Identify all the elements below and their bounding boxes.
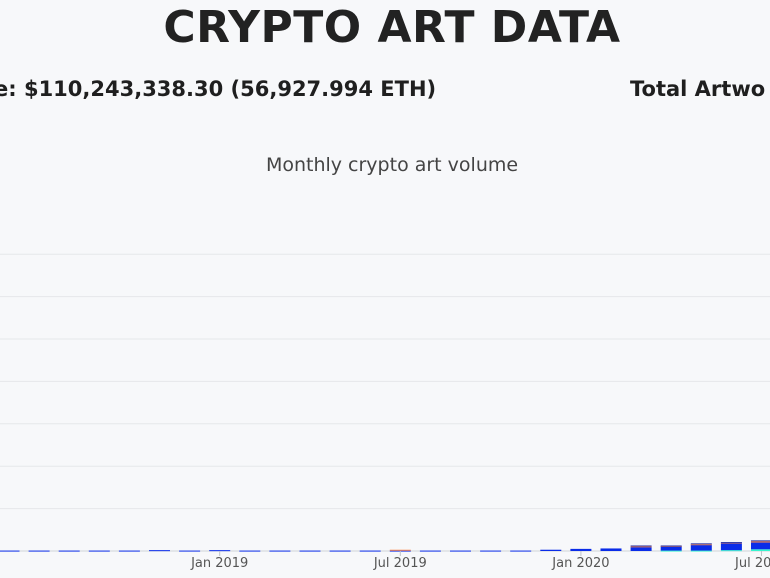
bar-segment-2019-05-s1[interactable] [329,550,351,552]
bar-segment-2020-03-s2[interactable] [630,546,652,548]
x-tick-label: Jan 2020 [551,556,609,571]
bar-segment-2019-07-s2[interactable] [389,549,411,551]
bar-segment-2020-06-s0[interactable] [720,550,742,552]
bar-segment-2020-05-s2[interactable] [690,544,712,546]
bar-segment-2020-07-s1[interactable] [751,542,770,550]
bar-segment-2019-09-s1[interactable] [450,550,471,552]
bar-segment-2019-11-s1[interactable] [510,550,532,552]
total-artworks-stat: Total Artwo [630,77,766,101]
bar-segment-2018-11-s1[interactable] [149,550,170,552]
bar-segment-2019-08-s1[interactable] [419,550,441,552]
total-volume-stat: e: $110,243,338.30 (56,927.994 ETH) [0,77,437,101]
bar-segment-2019-03-s1[interactable] [269,550,291,552]
x-tick-label: Jul 2020 [734,556,770,571]
grid-layer [0,253,770,552]
bar-segment-2020-01-s1[interactable] [570,548,592,551]
bar-segment-2020-02-s1[interactable] [600,548,622,551]
bar-segment-2018-07-s1[interactable] [28,550,50,552]
bar-segment-2020-05-s0[interactable] [690,550,712,552]
bar-segment-2019-10-s1[interactable] [480,550,502,552]
bar-segment-2020-05-s1[interactable] [690,544,712,551]
bar-segment-2019-12-s1[interactable] [540,549,562,551]
bar-segment-2020-06-s3[interactable] [720,542,742,544]
bar-segment-2019-06-s1[interactable] [359,550,381,552]
bar-segment-2019-04-s1[interactable] [299,550,321,552]
bar-segment-2020-04-s3[interactable] [660,545,682,547]
bar-segment-2018-12-s1[interactable] [179,550,201,552]
x-tick-label: Jan 2019 [190,556,248,571]
bar-segment-2020-06-s1[interactable] [720,543,742,551]
bar-segment-2020-07-s0[interactable] [751,549,770,551]
bar-segment-2020-07-s3[interactable] [751,540,770,542]
bar-segment-2020-03-s1[interactable] [630,546,652,551]
chart-title: Monthly crypto art volume [265,154,519,176]
bar-segment-2018-09-s1[interactable] [88,550,110,552]
bar-segment-2020-05-s3[interactable] [690,543,712,545]
bar-segment-2020-07-s2[interactable] [751,541,770,543]
bar-segment-2020-04-s1[interactable] [660,546,682,551]
bar-segment-2019-01-s1[interactable] [209,550,231,552]
bar-segment-2020-04-s0[interactable] [660,550,682,552]
bar-layer [0,540,770,552]
bar-segment-2018-10-s1[interactable] [118,550,140,552]
bar-segment-2019-02-s1[interactable] [239,550,261,552]
bar-segment-2020-03-s3[interactable] [630,545,652,547]
x-tick-label: Jul 2019 [373,556,427,571]
bar-segment-2018-06-s1[interactable] [0,550,20,552]
page-title: CRYPTO ART DATA [163,2,621,53]
x-axis: Jan 2019 Jul 2019 Jan 2020 Jul 2020 [190,551,770,571]
bar-segment-2018-08-s1[interactable] [58,550,80,552]
